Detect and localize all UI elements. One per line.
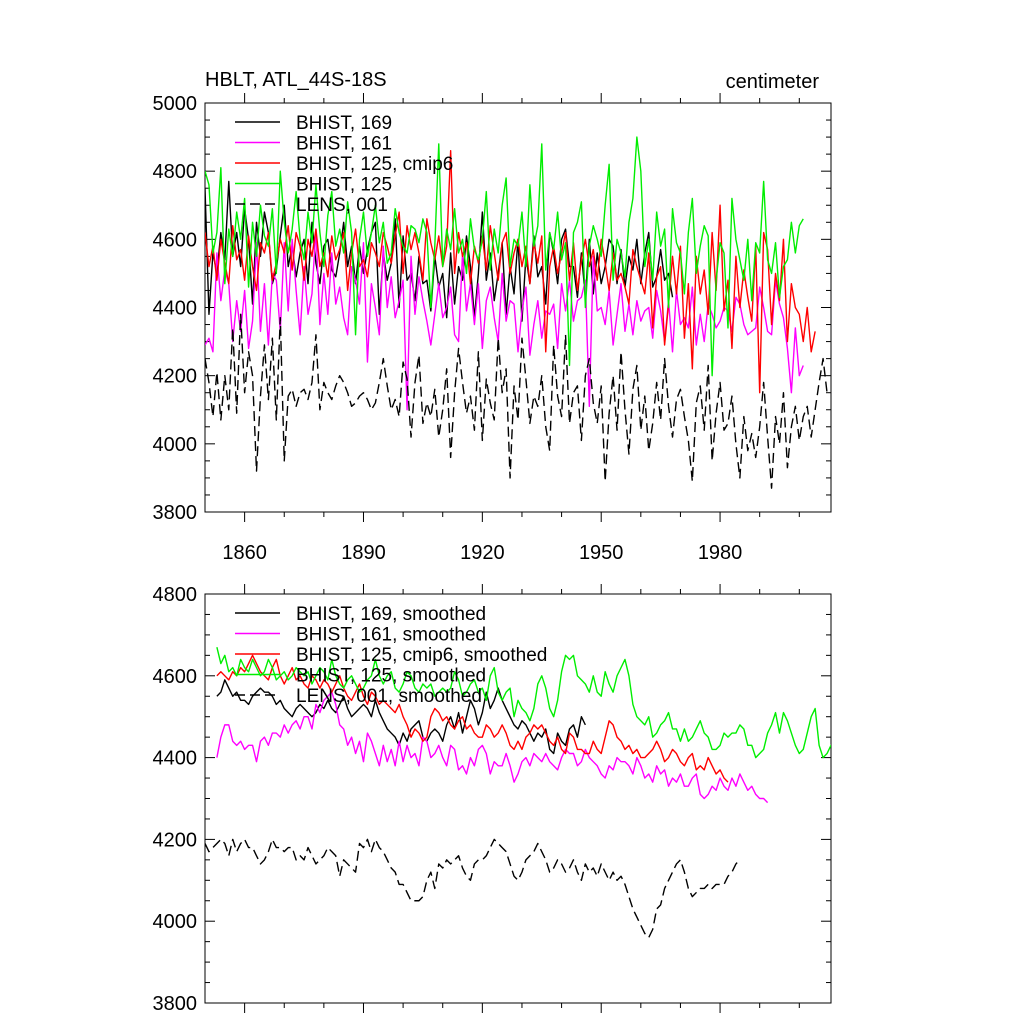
legend-label: BHIST, 125, cmip6, smoothed [296,645,547,666]
x-tick-label: 1890 [341,542,386,564]
legend-label: BHIST, 161 [296,134,392,155]
legend-label: BHIST, 169, smoothed [296,604,486,625]
series-group [205,647,831,939]
series-group [205,136,828,489]
y-tick-label: 4600 [153,229,198,251]
legend-label: BHIST, 169 [296,113,392,134]
y-tick-label: 4200 [153,366,198,388]
y-tick-label: 4600 [153,666,198,688]
units-label: centimeter [726,71,820,93]
bottom-panel: 3800 4000 4200 4400 4600 4800 BHIST, 169, smoo… [153,584,832,1015]
legend-label: BHIST, 161, smoothed [296,625,486,646]
y-tick-label: 4000 [153,434,198,456]
series-line-3 [216,647,831,759]
series-line-1 [216,691,769,804]
legend-label: BHIST, 125, smoothed [296,666,486,687]
x-tick-label: 1860 [222,542,267,564]
series-line-4 [205,838,741,939]
legend-label: BHIST, 125 [296,175,392,196]
series-line-4 [205,313,828,489]
y-tick-label: 4800 [153,161,198,183]
y-tick-label: 4400 [153,748,198,770]
x-tick-label: 1920 [460,542,505,564]
y-tick-label: 3800 [153,993,198,1015]
y-tick-label: 4000 [153,911,198,933]
legend-label: LENS, 001 [296,195,388,216]
y-tick-label: 4800 [153,584,198,606]
legend-label: BHIST, 125, cmip6 [296,154,453,175]
x-tick-label: 1980 [698,542,743,564]
series-line-0 [216,679,586,755]
y-tick-label: 3800 [153,502,198,524]
top-panel: 3800 4000 4200 4400 4600 4800 5000 1860 1890 1920… [153,93,832,564]
chart-title: HBLT, ATL_44S-18S [205,69,387,91]
series-line-2 [205,150,816,394]
y-tick-label: 5000 [153,93,198,115]
y-tick-label: 4200 [153,829,198,851]
series-line-3 [205,136,804,377]
x-tick-label: 1950 [579,542,624,564]
y-tick-label: 4400 [153,298,198,320]
series-line-2 [216,654,729,783]
legend-label: LENS, 001, smoothed [296,686,482,707]
